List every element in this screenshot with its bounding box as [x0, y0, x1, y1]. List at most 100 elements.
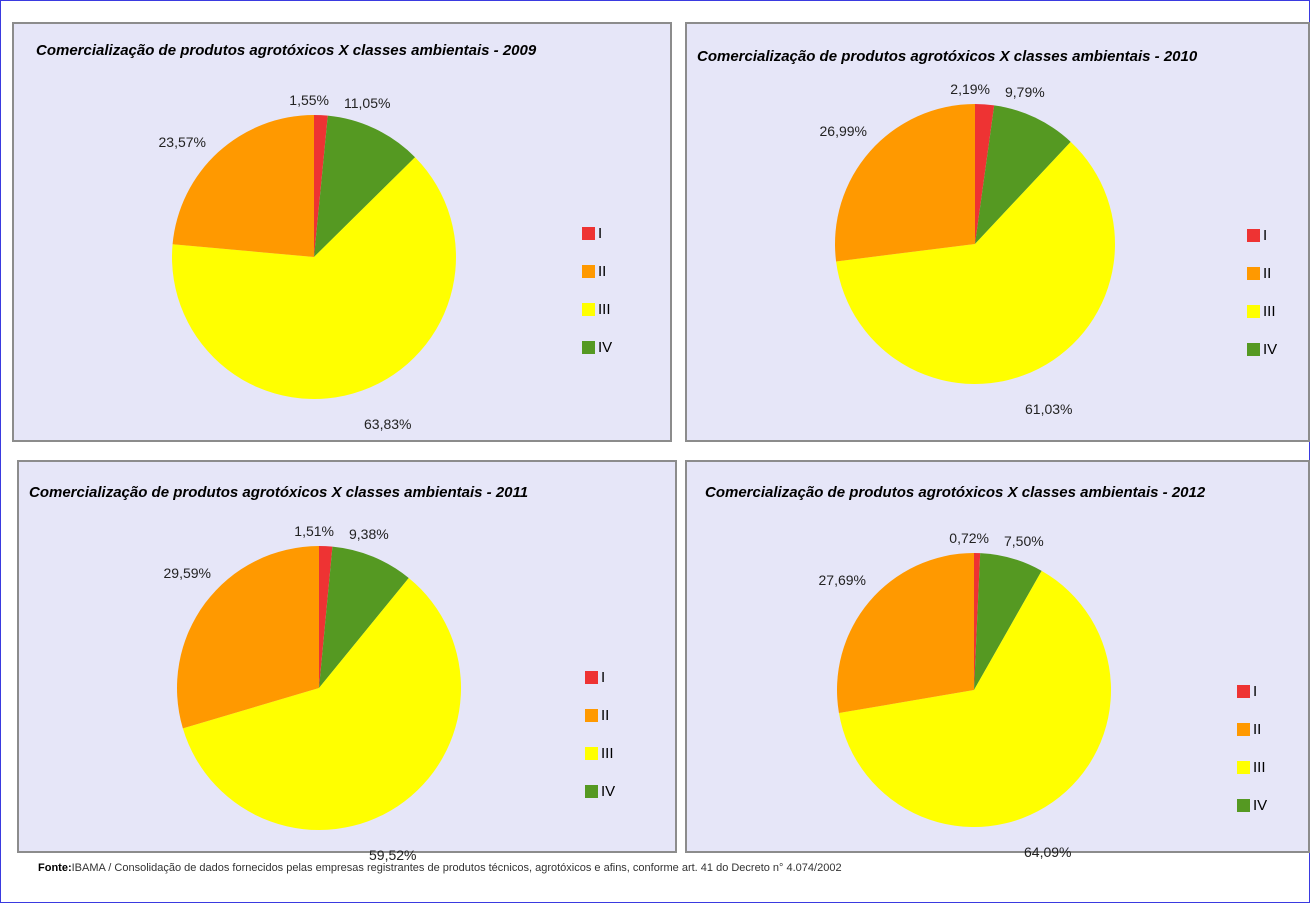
legend-swatch: [585, 670, 598, 684]
legend-label: I: [1263, 226, 1268, 244]
slice-label-i: 1,55%: [289, 92, 329, 108]
legend-label: IV: [601, 782, 616, 800]
pie-slice-i: [974, 553, 981, 690]
legend-item-i: I: [1247, 216, 1277, 254]
legend-label: I: [601, 668, 606, 686]
pie-slice-ii: [172, 115, 314, 257]
legend-item-iii: III: [582, 290, 612, 328]
legend-swatch: [1247, 342, 1260, 356]
source-text: IBAMA / Consolidação de dados fornecidos…: [71, 862, 842, 874]
legend-label: II: [598, 262, 607, 280]
legend-label: III: [1253, 758, 1266, 776]
pie-slice-iv: [975, 105, 1071, 245]
legend-swatch: [1237, 760, 1250, 774]
legend-item-ii: II: [585, 696, 615, 734]
slice-label-iv: 9,38%: [349, 526, 389, 542]
legend-swatch: [582, 302, 595, 316]
slice-label-iv: 11,05%: [344, 95, 390, 111]
legend-label: II: [1253, 720, 1262, 738]
legend-swatch: [585, 746, 598, 760]
legend-item-ii: II: [1247, 254, 1277, 292]
legend-swatch: [1247, 304, 1260, 318]
legend-item-i: I: [1237, 672, 1267, 710]
legend-item-ii: II: [582, 252, 612, 290]
legend-item-iii: III: [1247, 292, 1277, 330]
legend-label: II: [601, 706, 610, 724]
pie-chart: 1,55% 11,05% 63,83% 23,57%: [159, 92, 456, 432]
chart-title: Comercialização de produtos agrotóxicos …: [36, 42, 537, 59]
legend-swatch: [1237, 722, 1250, 736]
pie-slice-iii: [838, 570, 1111, 827]
legend-item-iv: IV: [1237, 786, 1267, 824]
chart-title: Comercialização de produtos agrotóxicos …: [29, 484, 529, 501]
legend-label: I: [598, 224, 603, 242]
pie-slice-ii: [177, 546, 319, 729]
legend-swatch: [1247, 228, 1260, 242]
legend-label: IV: [1253, 796, 1268, 814]
chart-legend: I II III IV: [585, 658, 615, 810]
legend-item-iv: IV: [585, 772, 615, 810]
legend-label: IV: [598, 338, 613, 356]
chart-panel-2011: Comercialização de produtos agrotóxicos …: [17, 460, 677, 863]
chart-legend: I II III IV: [1237, 672, 1267, 824]
pie-slice-iv: [974, 553, 1042, 690]
pie-chart: 1,51% 9,38% 59,52% 29,59%: [164, 523, 461, 863]
legend-item-i: I: [585, 658, 615, 696]
legend-swatch: [1237, 798, 1250, 812]
pie-slice-ii: [837, 553, 974, 714]
legend-item-iii: III: [1237, 748, 1267, 786]
legend-label: III: [601, 744, 614, 762]
slice-label-i: 0,72%: [949, 530, 989, 546]
pie-chart: 2,19% 9,79% 61,03% 26,99%: [820, 81, 1115, 417]
pie-chart: 0,72% 7,50% 64,09% 27,69%: [819, 530, 1111, 860]
pie-slice-i: [975, 104, 995, 244]
legend-swatch: [582, 340, 595, 354]
chart-title: Comercialização de produtos agrotóxicos …: [697, 48, 1198, 65]
chart-panel-2012: Comercialização de produtos agrotóxicos …: [685, 460, 1310, 860]
legend-swatch: [582, 264, 595, 278]
source-prefix: Fonte:: [38, 862, 72, 874]
legend-label: II: [1263, 264, 1272, 282]
source-note: Fonte:IBAMA / Consolidação de dados forn…: [38, 862, 842, 874]
legend-swatch: [582, 226, 595, 240]
legend-item-iv: IV: [582, 328, 612, 366]
slice-label-ii: 26,99%: [820, 123, 867, 139]
slice-label-iii: 59,52%: [369, 847, 416, 863]
legend-label: III: [1263, 302, 1276, 320]
slice-label-iii: 63,83%: [364, 416, 411, 432]
pie-slice-iii: [836, 141, 1115, 385]
slice-label-iv: 7,50%: [1004, 533, 1044, 549]
legend-swatch: [1247, 266, 1260, 280]
legend-label: III: [598, 300, 611, 318]
legend-item-i: I: [582, 214, 612, 252]
pie-slice-ii: [835, 104, 975, 262]
legend-swatch: [585, 708, 598, 722]
legend-item-iv: IV: [1247, 330, 1277, 368]
pie-slice-iv: [314, 115, 416, 257]
pie-slice-i: [314, 115, 328, 257]
legend-label: I: [1253, 682, 1258, 700]
legend-item-iii: III: [585, 734, 615, 772]
slice-label-i: 2,19%: [950, 81, 990, 97]
slice-label-iv: 9,79%: [1005, 84, 1045, 100]
legend-swatch: [585, 784, 598, 798]
chart-legend: I II III IV: [1247, 216, 1277, 368]
slice-label-ii: 23,57%: [159, 134, 206, 150]
chart-legend: I II III IV: [582, 214, 612, 366]
slice-label-ii: 27,69%: [819, 572, 866, 588]
slice-label-i: 1,51%: [294, 523, 334, 539]
slice-label-iii: 64,09%: [1024, 844, 1071, 860]
legend-item-ii: II: [1237, 710, 1267, 748]
slice-label-iii: 61,03%: [1025, 401, 1072, 417]
legend-swatch: [1237, 684, 1250, 698]
legend-label: IV: [1263, 340, 1278, 358]
slice-label-ii: 29,59%: [164, 565, 211, 581]
chart-panel-2010: Comercialização de produtos agrotóxicos …: [685, 22, 1310, 442]
chart-panel-2009: Comercialização de produtos agrotóxicos …: [12, 22, 672, 442]
pie-slice-iii: [171, 157, 456, 399]
pie-slice-iv: [319, 546, 409, 688]
chart-title: Comercialização de produtos agrotóxicos …: [705, 484, 1206, 501]
pie-slice-i: [319, 546, 333, 688]
pie-slice-iii: [182, 577, 461, 830]
